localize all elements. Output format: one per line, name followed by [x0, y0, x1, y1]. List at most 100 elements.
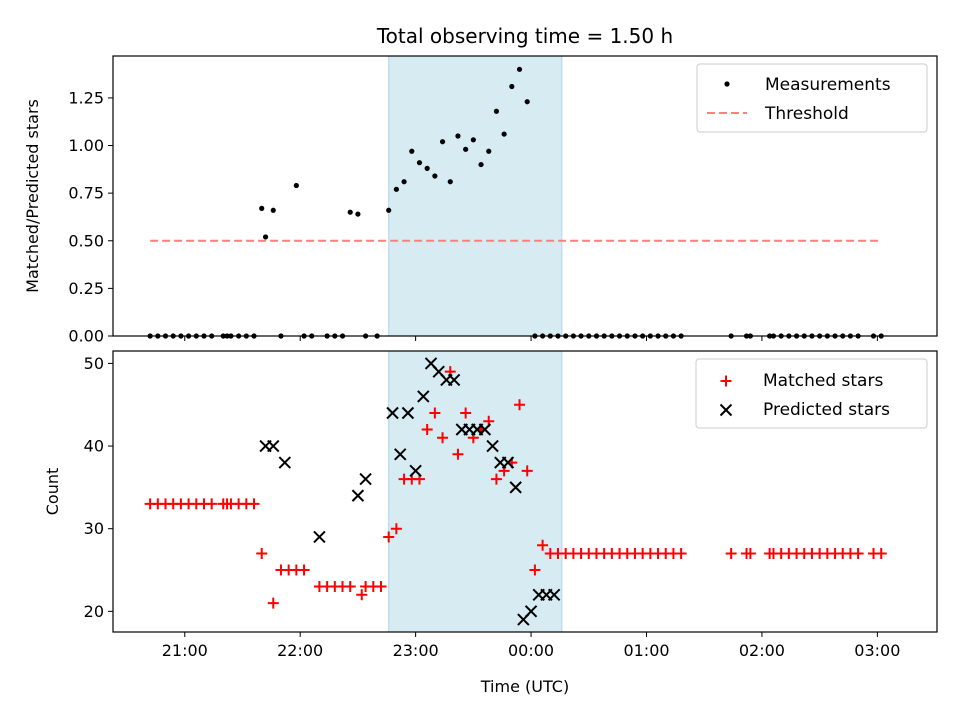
measurement-point: [493, 108, 500, 114]
measurement-point: [616, 333, 623, 339]
measurement-point: [339, 333, 346, 339]
legend-matched-marker: [720, 375, 732, 387]
measurement-point: [486, 148, 492, 154]
x-tick-label: 00:00: [508, 641, 554, 660]
measurement-point: [155, 333, 161, 339]
matched-star-point: [537, 539, 549, 551]
y-tick-label: 0.25: [68, 279, 104, 298]
matched-star-point: [514, 399, 526, 411]
matched-star-point: [675, 547, 687, 559]
predicted-star-point: [509, 481, 522, 494]
measurement-point: [678, 333, 684, 339]
x-tick-label: 22:00: [277, 641, 323, 660]
measurement-point: [563, 333, 569, 339]
measurement-point: [578, 333, 584, 339]
measurement-point: [516, 66, 523, 72]
measurement-point: [655, 333, 661, 339]
measurement-point: [259, 205, 265, 211]
measurement-point: [878, 333, 884, 339]
predicted-star-point: [417, 390, 430, 403]
predicted-star-point: [386, 406, 399, 420]
measurement-point: [824, 333, 830, 339]
predicted-star-point: [447, 373, 461, 387]
x-tick-label: 03:00: [854, 641, 900, 660]
y-tick-label: 30: [84, 519, 104, 538]
measurement-point: [416, 160, 423, 166]
measurement-point: [470, 137, 476, 143]
y-tick-label: 0.75: [68, 184, 104, 203]
y-tick-label: 1.25: [68, 88, 104, 107]
matched-star-point: [852, 547, 864, 559]
top-panel: 0.00 0.25 0.50 0.75 1.00 1.25 Matched/Predicte…: [23, 55, 938, 346]
measurement-point: [793, 333, 800, 339]
matched-star-point: [356, 589, 368, 601]
measurement-point: [209, 333, 215, 339]
measurement-point: [424, 165, 430, 171]
measurement-point: [363, 333, 369, 339]
chart-title: Total observing time = 1.50 h: [376, 24, 673, 48]
matched-star-point: [421, 424, 433, 436]
legend-bottom: Matched stars Predicted stars: [695, 358, 928, 429]
legend-measurements-label: Measurements: [765, 75, 891, 95]
axes-frame: [112, 350, 938, 633]
x-axis-label: Time (UTC): [480, 677, 569, 696]
measurement-point: [663, 333, 669, 339]
x-tick-label: 02:00: [739, 641, 785, 660]
legend-predicted-label: Predicted stars: [763, 400, 890, 420]
matched-star-point: [383, 531, 395, 543]
measurement-point: [570, 333, 576, 339]
highlight-span: [388, 55, 563, 337]
measurement-point: [847, 333, 854, 339]
predicted-star-point: [478, 423, 492, 436]
predicted-star-point: [267, 439, 280, 453]
measurement-point: [243, 333, 249, 339]
predicted-star-point: [547, 588, 561, 602]
measurement-point: [409, 148, 415, 154]
predicted-star-point: [278, 456, 292, 469]
measurement-point: [170, 333, 176, 339]
measurement-point: [236, 333, 242, 339]
measurement-point: [532, 333, 538, 339]
matched-star-point: [267, 597, 279, 609]
matched-star-point: [298, 564, 310, 576]
legend-matched-label: Matched stars: [763, 371, 883, 391]
predicted-star-point: [313, 530, 326, 544]
measurement-point: [586, 333, 592, 339]
measurement-point: [293, 182, 299, 189]
x-tick-label: 01:00: [623, 641, 669, 660]
y-tick-label: 1.00: [68, 136, 104, 155]
measurement-point: [767, 333, 773, 339]
measurement-point: [728, 333, 734, 339]
measurement-point: [509, 83, 515, 90]
measurement-point: [624, 333, 630, 339]
matched-star-point: [437, 432, 449, 444]
measurement-point: [332, 333, 338, 339]
matched-star-point: [521, 465, 533, 477]
matched-star-point: [256, 547, 268, 559]
matched-star-point: [725, 547, 737, 559]
measurement-point: [262, 234, 269, 240]
measurement-point: [786, 333, 792, 339]
y-tick-label: 20: [84, 602, 104, 621]
measurement-point: [386, 207, 392, 213]
measurement-point: [478, 161, 484, 168]
measurement-point: [632, 333, 638, 339]
measurement-point: [201, 333, 207, 339]
measurement-point: [770, 333, 777, 339]
matched-star-point: [875, 547, 887, 559]
predicted-star-point: [409, 464, 422, 478]
highlight-span: [388, 350, 563, 633]
matched-star-point: [744, 547, 756, 559]
predicted-star-point: [359, 472, 372, 486]
matched-star-point: [390, 523, 402, 535]
measurement-point: [501, 131, 507, 137]
measurement-point: [193, 333, 199, 339]
measurement-point: [301, 333, 307, 339]
axes-frame: [112, 55, 938, 337]
predicted-star-point: [501, 456, 515, 469]
measurement-point: [178, 333, 184, 339]
matched-star-point: [248, 498, 260, 510]
measurement-point: [220, 333, 226, 339]
measurement-point: [347, 209, 353, 215]
